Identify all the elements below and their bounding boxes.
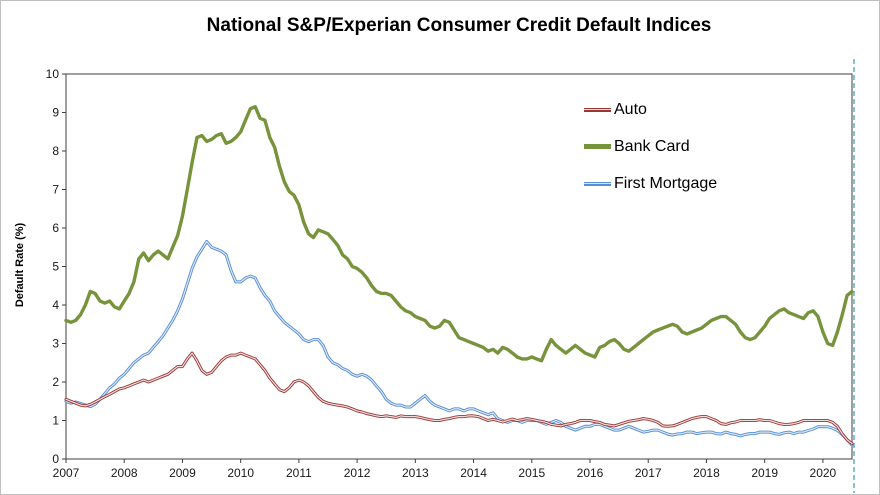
legend-label-bank-card: Bank Card bbox=[614, 137, 690, 155]
legend-label-auto: Auto bbox=[614, 100, 647, 118]
y-tick-label: 2 bbox=[52, 375, 59, 389]
series-line-first-mortgage bbox=[64, 240, 854, 447]
x-tick-label: 2016 bbox=[577, 466, 604, 480]
series-line-auto bbox=[64, 351, 854, 446]
x-tick-label: 2017 bbox=[635, 466, 662, 480]
y-tick-label: 5 bbox=[52, 260, 59, 274]
y-tick-label: 10 bbox=[46, 67, 60, 81]
legend-item-first-mortgage: First Mortgage bbox=[584, 165, 717, 202]
y-tick-label: 0 bbox=[52, 452, 59, 466]
y-tick-label: 9 bbox=[52, 106, 59, 120]
series-line-inner-first-mortgage bbox=[65, 240, 853, 446]
x-tick-label: 2015 bbox=[518, 466, 545, 480]
x-tick-label: 2007 bbox=[53, 466, 80, 480]
y-tick-label: 4 bbox=[52, 298, 59, 312]
x-tick-label: 2010 bbox=[227, 466, 254, 480]
x-tick-label: 2009 bbox=[169, 466, 196, 480]
x-tick-label: 2008 bbox=[111, 466, 138, 480]
auto-line-swatch bbox=[584, 107, 611, 112]
x-tick-label: 2011 bbox=[286, 466, 312, 480]
x-tick-label: 2018 bbox=[693, 466, 720, 480]
legend: Auto Bank Card First Mortgage bbox=[584, 91, 717, 202]
x-axis: 2007 2008 2009 2010 2011 2012 2013 2014 2015 2016… bbox=[53, 459, 837, 480]
first-mortgage-line-swatch bbox=[584, 181, 611, 186]
bank-card-line-swatch bbox=[584, 144, 611, 149]
legend-label-first-mortgage: First Mortgage bbox=[614, 174, 718, 192]
legend-item-auto: Auto bbox=[584, 91, 717, 128]
series-line-bank-card bbox=[64, 104, 854, 363]
plot-border bbox=[65, 73, 853, 460]
x-tick-label: 2012 bbox=[344, 466, 371, 480]
y-tick-label: 8 bbox=[52, 144, 59, 158]
y-axis: 0 1 2 3 4 5 6 7 8 9 10 bbox=[46, 67, 66, 466]
chart-title: National S&P/Experian Consumer Credit De… bbox=[206, 15, 712, 36]
x-tick-label: 2013 bbox=[402, 466, 429, 480]
series-line-inner-auto bbox=[65, 352, 853, 445]
x-tick-label: 2020 bbox=[810, 466, 837, 480]
y-tick-label: 7 bbox=[52, 183, 59, 197]
x-tick-label: 2019 bbox=[751, 466, 778, 480]
y-tick-label: 1 bbox=[52, 414, 59, 428]
legend-item-bank-card: Bank Card bbox=[584, 128, 717, 165]
x-tick-label: 2014 bbox=[460, 466, 487, 480]
y-tick-label: 6 bbox=[52, 221, 59, 235]
y-tick-label: 3 bbox=[52, 337, 59, 351]
